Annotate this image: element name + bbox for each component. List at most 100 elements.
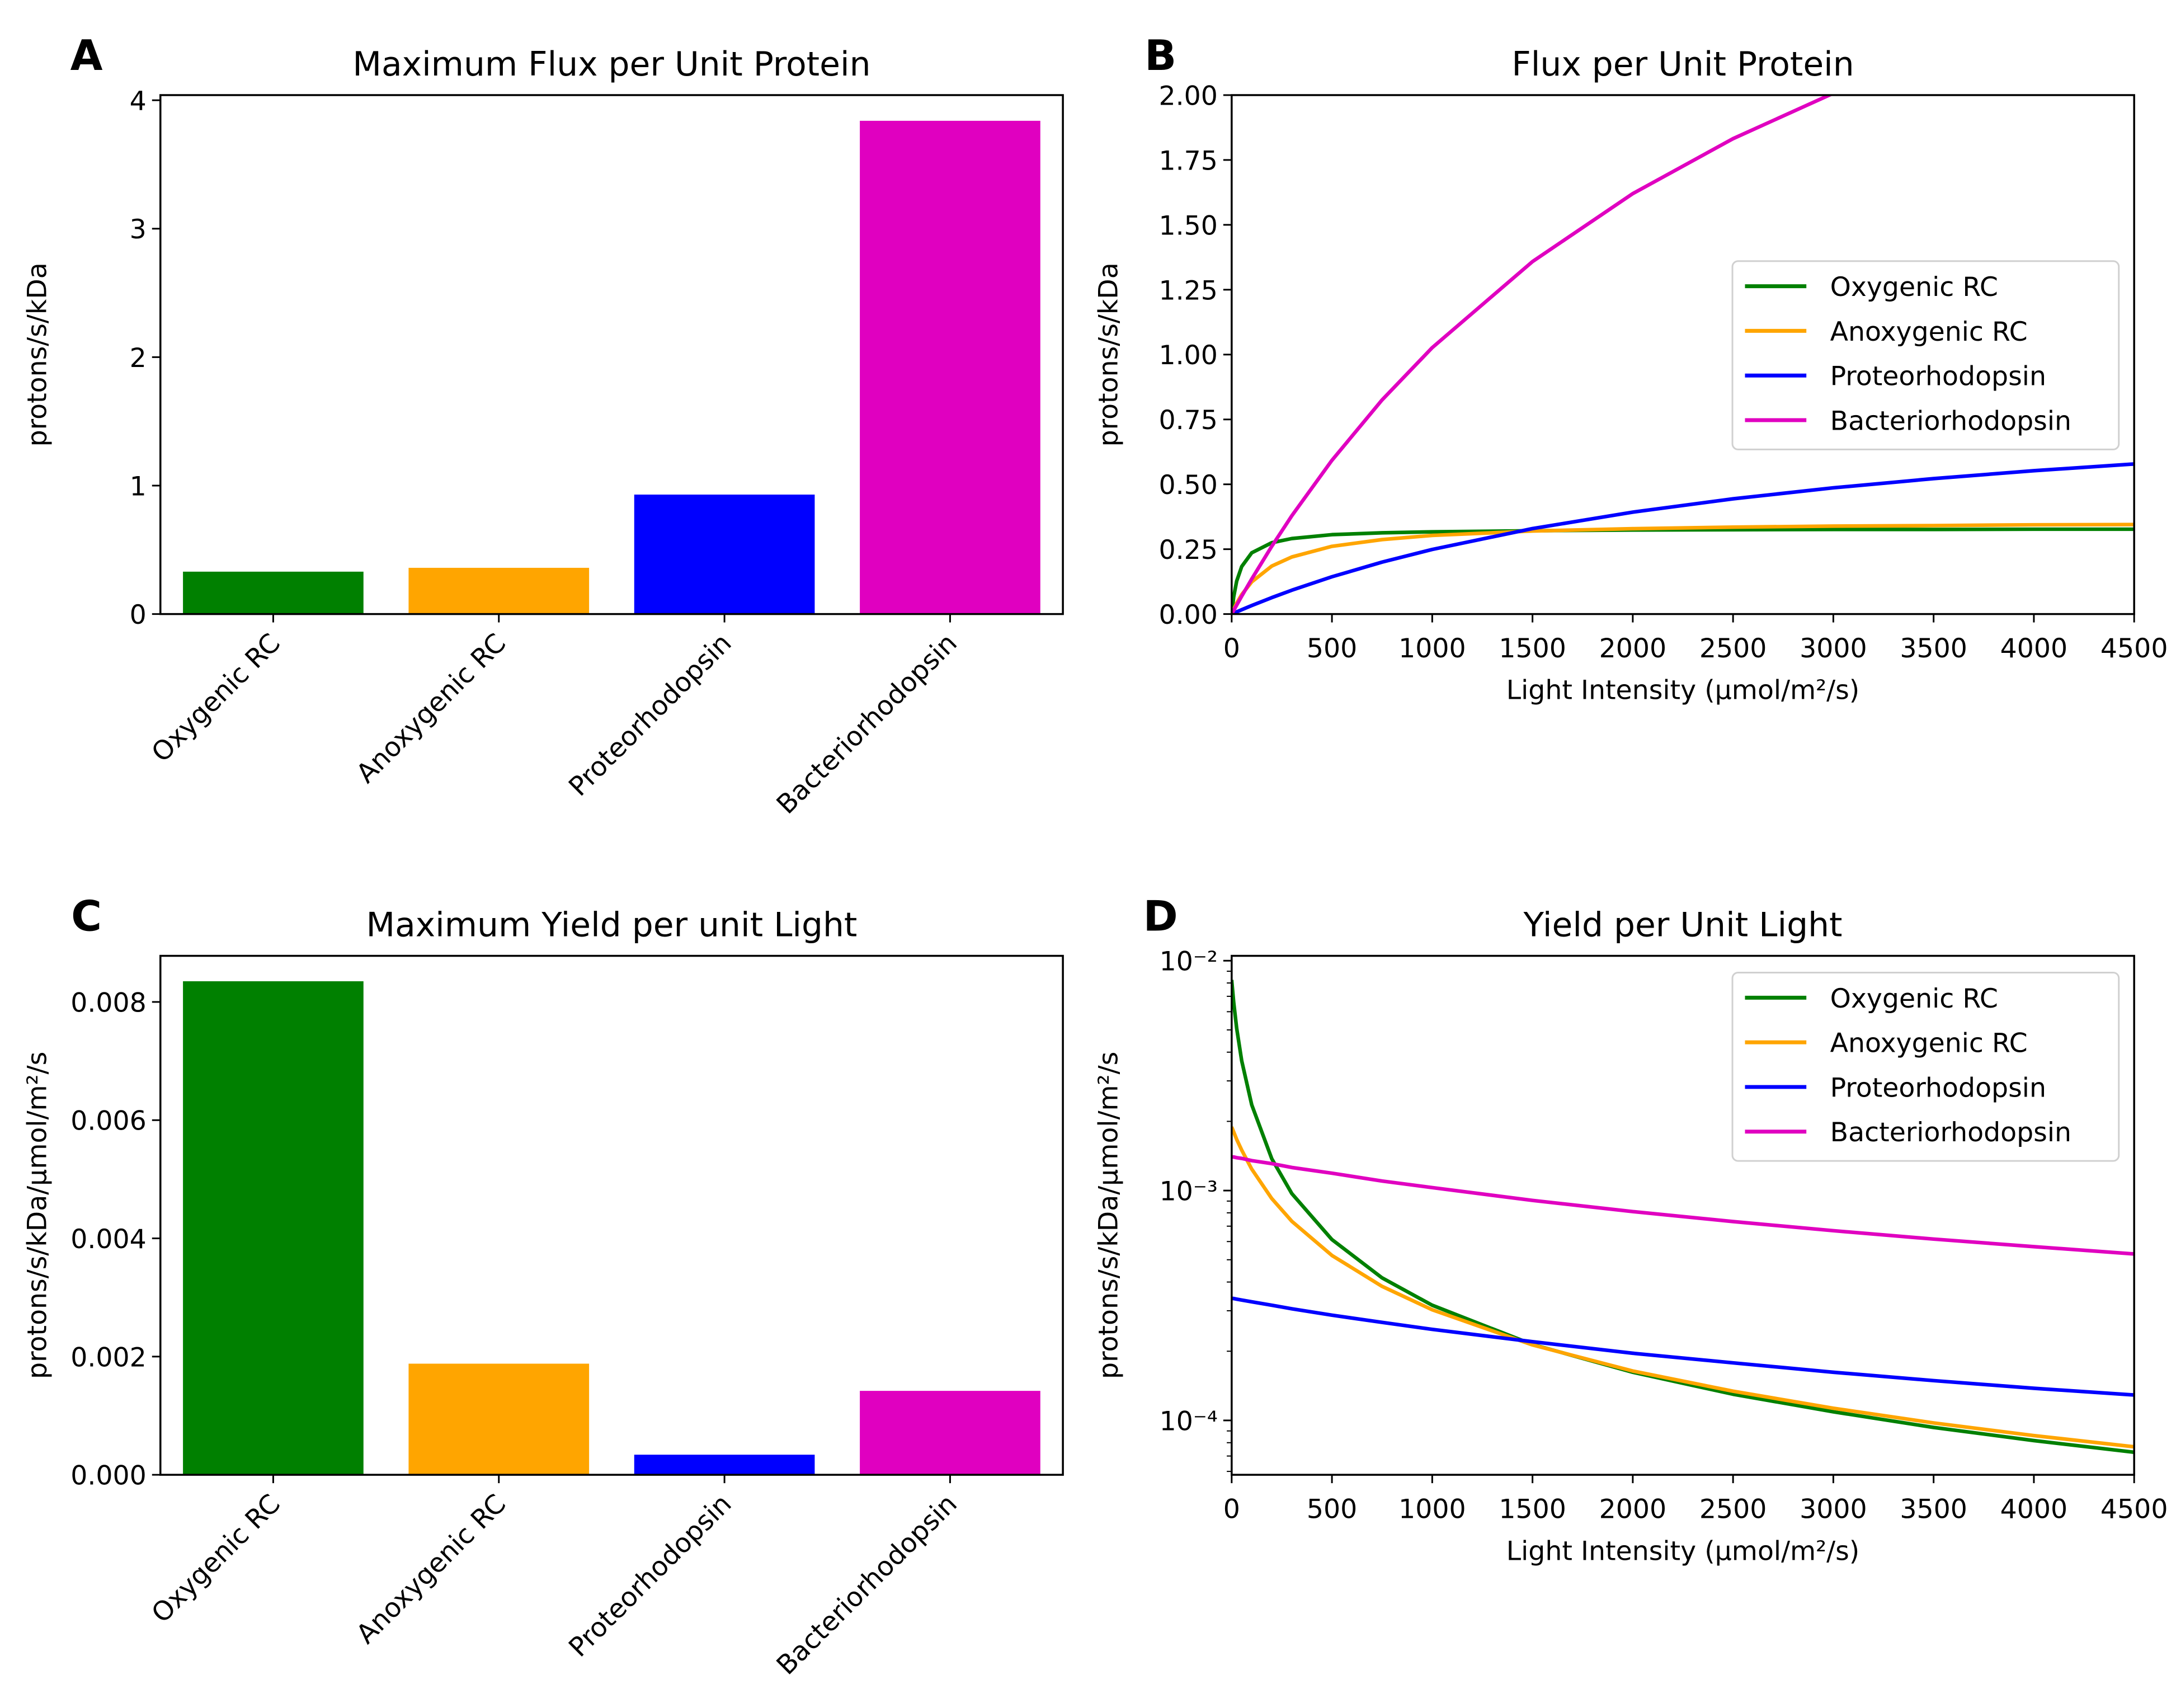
series-line-proteorhodopsin (1231, 1296, 2135, 1397)
axes-frame (159, 954, 1064, 1476)
y-tick-label: 2.00 (1158, 81, 1217, 111)
x-tick-label: 4500 (2100, 633, 2168, 664)
panel-label: D (1143, 892, 1178, 941)
x-tick-label: Oxygenic RC (146, 628, 286, 768)
y-tick-label: 3 (130, 214, 147, 245)
y-axis-label: protons/s/kDa/µmol/m²/s (1093, 1052, 1124, 1379)
y-axis-label: protons/s/kDa (1093, 262, 1124, 446)
y-tick-label: 0.25 (1158, 535, 1217, 566)
x-tick-label: 3500 (1900, 1494, 1967, 1525)
bar-oxygenic-rc (183, 571, 364, 614)
x-axis-label: Light Intensity (µmol/m²/s) (1506, 1536, 1860, 1566)
axes-frame (1231, 954, 2135, 1476)
y-tick-label: 0.50 (1158, 470, 1217, 501)
x-tick-label: 500 (1307, 1494, 1357, 1525)
series-lines (1231, 95, 2135, 614)
y-tick-label: 0.00 (1158, 600, 1217, 630)
x-tick-label: 2000 (1599, 633, 1667, 664)
legend-label: Proteorhodopsin (1830, 1072, 2046, 1103)
y-tick-label: 1 (130, 471, 147, 502)
x-tick-label: 1000 (1398, 633, 1466, 664)
bar-anoxygenic-rc (408, 1363, 590, 1475)
y-tick-label: 1.50 (1158, 210, 1217, 241)
y-tick-label: 1.25 (1158, 275, 1217, 306)
chart-title: Maximum Yield per unit Light (366, 906, 857, 945)
legend: Oxygenic RC Anoxygenic RC Proteorhodopsin B… (1731, 971, 2120, 1162)
x-tick-label: Anoxygenic RC (351, 1489, 512, 1650)
series-line-oxygenic-rc (1231, 527, 2135, 614)
y-tick-label: 10⁻² (1160, 947, 1218, 977)
x-tick-label: 500 (1307, 633, 1357, 664)
x-tick-label: Proteorhodopsin (563, 1489, 737, 1663)
series-lines (1231, 980, 2135, 1455)
chart-title: Yield per Unit Light (1523, 906, 1843, 945)
x-tick-label: 2000 (1599, 1494, 1667, 1525)
x-tick-label: Bacteriorhodopsin (771, 1489, 963, 1681)
x-tick-label: 3500 (1900, 633, 1967, 664)
y-tick-label: 0.002 (70, 1342, 147, 1373)
x-tick-label: 0 (1223, 1494, 1240, 1525)
bar-proteorhodopsin (634, 1455, 815, 1475)
series-line-bacteriorhodopsin (1231, 95, 1834, 614)
y-axis-label: protons/s/kDa/µmol/m²/s (22, 1052, 53, 1379)
x-tick-label: Anoxygenic RC (351, 628, 512, 789)
bar-anoxygenic-rc (408, 567, 590, 614)
bar-oxygenic-rc (183, 981, 364, 1475)
panel-a: A Maximum Flux per Unit Protein protons/s/… (22, 31, 1064, 820)
y-tick-label: 1.75 (1158, 145, 1217, 176)
x-tick-label: Bacteriorhodopsin (771, 628, 963, 820)
series-line-anoxygenic-rc (1231, 523, 2135, 614)
series-line-oxygenic-rc (1231, 980, 2135, 1455)
x-tick-label: 4000 (2000, 633, 2068, 664)
legend-box (1731, 971, 2120, 1162)
y-tick-label: 0.75 (1158, 405, 1217, 436)
y-tick-label: 0.008 (70, 987, 147, 1018)
series-line-anoxygenic-rc (1231, 1126, 2135, 1449)
axes-frame (159, 94, 1064, 615)
panel-d: D Yield per Unit Light protons/s/kDa/µmol/… (1093, 892, 2168, 1567)
legend-label: Bacteriorhodopsin (1830, 1117, 2071, 1148)
y-tick-label: 10⁻⁴ (1160, 1406, 1218, 1437)
x-tick-label: 1500 (1499, 1494, 1566, 1525)
panel-label: B (1144, 31, 1176, 80)
x-tick-label: 3000 (1800, 633, 1867, 664)
chart-title: Maximum Flux per Unit Protein (352, 45, 870, 84)
series-line-proteorhodopsin (1231, 462, 2135, 614)
panel-b: B Flux per Unit Proteinprotons/s/kDa0.000… (1093, 31, 2168, 706)
y-tick-label: 0.006 (70, 1106, 147, 1137)
x-tick-label: Proteorhodopsin (563, 628, 737, 802)
axes-frame (1231, 94, 2135, 615)
x-tick-label: 1000 (1398, 1494, 1466, 1525)
legend-label: Oxygenic RC (1830, 272, 1998, 303)
bar-proteorhodopsin (634, 495, 815, 614)
x-tick-label: 4500 (2100, 1494, 2168, 1525)
series-line-bacteriorhodopsin (1231, 1155, 2135, 1256)
legend-label: Anoxygenic RC (1830, 317, 2028, 347)
legend-label: Anoxygenic RC (1830, 1028, 2028, 1059)
x-tick-label: 0 (1223, 633, 1240, 664)
panel-label: A (70, 31, 103, 80)
y-tick-label: 0.000 (70, 1461, 147, 1491)
bar-bacteriorhodopsin (860, 120, 1040, 614)
y-tick-label: 2 (130, 343, 147, 374)
legend-label: Bacteriorhodopsin (1830, 406, 2071, 436)
legend-label: Oxygenic RC (1830, 984, 1998, 1014)
y-tick-label: 0 (130, 600, 147, 630)
x-axis-label: Light Intensity (µmol/m²/s) (1506, 675, 1860, 706)
legend: Oxygenic RC Anoxygenic RC Proteorhodopsin B… (1731, 260, 2120, 450)
x-tick-label: 2500 (1699, 1494, 1767, 1525)
panel-label: C (71, 892, 102, 941)
x-tick-label: 2500 (1699, 633, 1767, 664)
legend-box (1731, 260, 2120, 450)
bar-bacteriorhodopsin (860, 1391, 1040, 1475)
y-tick-label: 4 (130, 86, 147, 117)
chart-title: Flux per Unit Protein (1511, 45, 1854, 84)
y-tick-label: 1.00 (1158, 340, 1217, 371)
panel-c: C Maximum Yield per unit Light protons/s/k… (22, 892, 1064, 1681)
x-tick-label: 3000 (1800, 1494, 1867, 1525)
x-tick-label: Oxygenic RC (146, 1489, 286, 1629)
x-tick-label: 1500 (1499, 633, 1566, 664)
y-axis-label: protons/s/kDa (22, 262, 53, 446)
x-tick-label: 4000 (2000, 1494, 2068, 1525)
